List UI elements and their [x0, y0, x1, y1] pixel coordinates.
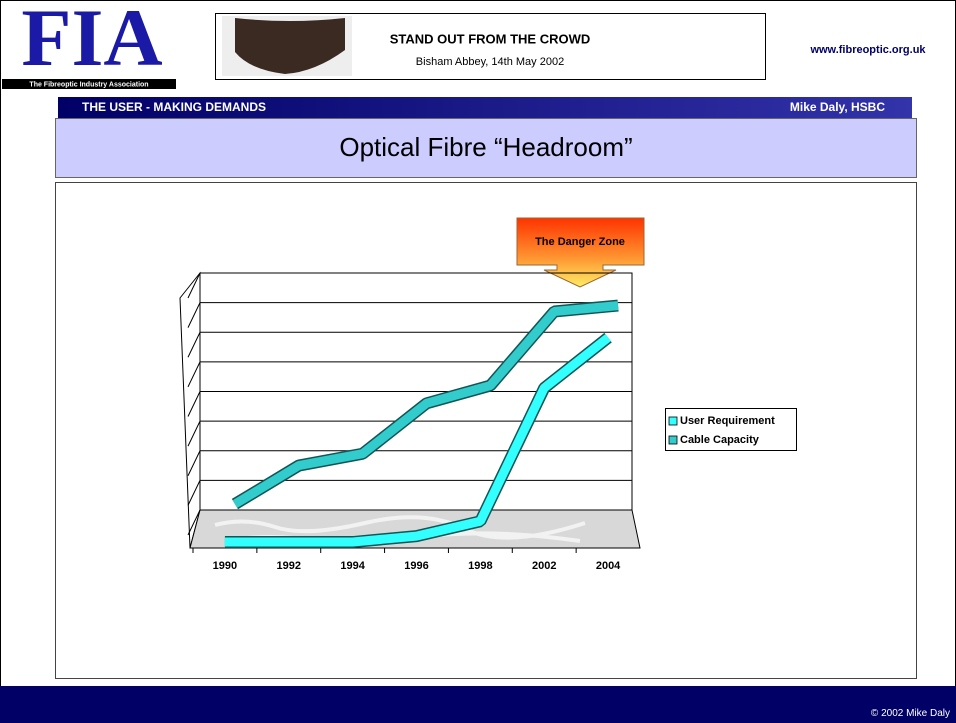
website: www.fibreoptic.org.uk: [809, 44, 926, 56]
legend-swatch: [669, 436, 677, 444]
x-tick-label: 2002: [532, 560, 556, 572]
section-topic: THE USER - MAKING DEMANDS: [82, 100, 266, 114]
legend-label: Cable Capacity: [680, 434, 760, 446]
chart: FIA The Fibreoptic Industry Association …: [0, 0, 956, 723]
footer-text: © 2002 Mike Daly: [871, 708, 950, 719]
footer: © 2002 Mike Daly: [0, 686, 956, 723]
annotation: The Danger Zone: [535, 236, 625, 248]
event-detail: Bisham Abbey, 14th May 2002: [416, 56, 564, 68]
logo: FIA: [21, 0, 162, 83]
logo-caption: The Fibreoptic Industry Association: [29, 81, 148, 88]
legend-swatch: [669, 417, 677, 425]
slide-title: Optical Fibre “Headroom”: [339, 132, 632, 162]
x-tick-label: 1994: [340, 560, 365, 572]
x-tick-label: 2004: [596, 560, 621, 572]
x-tick-label: 1996: [404, 560, 428, 572]
x-tick-label: 1992: [277, 560, 301, 572]
slide: FIA The Fibreoptic Industry Association …: [0, 0, 956, 723]
section-speaker: Mike Daly, HSBC: [790, 100, 885, 114]
x-tick-label: 1990: [213, 560, 237, 572]
event-title: STAND OUT FROM THE CROWD: [390, 31, 591, 46]
legend-label: User Requirement: [680, 415, 775, 427]
x-tick-label: 1998: [468, 560, 492, 572]
